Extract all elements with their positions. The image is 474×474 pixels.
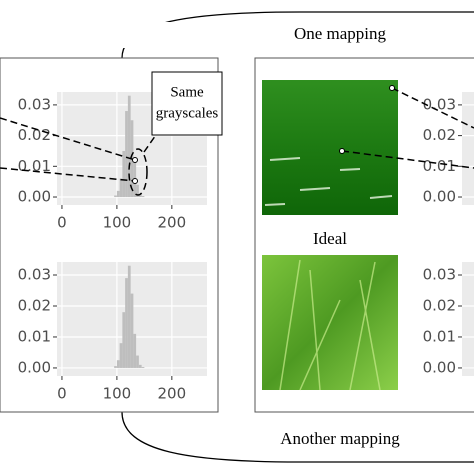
- y-tick-label: 0.01: [423, 157, 456, 175]
- histogram-bar: [136, 355, 139, 368]
- bottom-label: Another mapping: [280, 429, 400, 448]
- histogram-bar: [114, 195, 117, 198]
- histogram-bar: [119, 343, 123, 368]
- callout-box: [151, 71, 223, 136]
- histogram-bar: [136, 184, 139, 198]
- water-image: [262, 80, 398, 215]
- histogram-bar: [122, 312, 126, 368]
- x-tick-label: 0: [57, 214, 67, 232]
- y-tick-label: 0.00: [423, 188, 456, 206]
- callout-text: grayscales: [156, 105, 219, 121]
- histogram-bar: [125, 111, 128, 198]
- x-tick-label: 100: [103, 214, 132, 232]
- y-tick-label: 0.02: [423, 296, 456, 314]
- label-bg: [250, 428, 430, 452]
- plot-background: [462, 92, 474, 205]
- histogram-bar: [122, 150, 126, 198]
- x-tick-label: 0: [57, 385, 67, 403]
- x-tick-label: 100: [103, 385, 132, 403]
- middle-label: Ideal: [313, 229, 347, 248]
- histogram-bar: [119, 178, 123, 198]
- y-tick-label: 0.00: [423, 358, 456, 376]
- histogram-bar: [138, 364, 142, 368]
- y-tick-label: 0.01: [18, 327, 51, 345]
- y-tick-label: 0.00: [18, 358, 51, 376]
- y-tick-label: 0.01: [423, 327, 456, 345]
- grass-blades: [279, 259, 381, 391]
- y-tick-label: 0.03: [18, 266, 51, 284]
- y-tick-label: 0.02: [18, 296, 51, 314]
- histogram-bar: [130, 293, 134, 368]
- histogram-bar: [125, 278, 128, 368]
- histogram-bar: [141, 367, 145, 368]
- histogram-bar: [116, 360, 120, 368]
- bottom-arc: [121, 411, 474, 463]
- x-tick-label: 200: [158, 385, 187, 403]
- y-tick-label: 0.03: [423, 266, 456, 284]
- label-bg: [118, 22, 344, 48]
- histogram-bar: [141, 196, 145, 198]
- histogram-bar: [133, 333, 137, 368]
- x-tick-label: 200: [158, 214, 187, 232]
- y-tick-label: 0.00: [18, 188, 51, 206]
- y-tick-label: 0.03: [423, 95, 456, 113]
- histogram-bar: [138, 193, 142, 198]
- top-label: One mapping: [294, 24, 387, 43]
- y-tick-label: 0.02: [423, 126, 456, 144]
- histogram-bar: [127, 95, 131, 198]
- water-ripples: [264, 157, 393, 206]
- histogram-bar: [116, 190, 120, 198]
- plot-background: [462, 262, 474, 376]
- callout-text: Same: [170, 84, 204, 100]
- histogram-bar: [114, 366, 117, 368]
- y-tick-label: 0.03: [18, 95, 51, 113]
- points: [132, 85, 395, 184]
- connectors: [0, 87, 474, 196]
- histogram-bar: [127, 265, 131, 368]
